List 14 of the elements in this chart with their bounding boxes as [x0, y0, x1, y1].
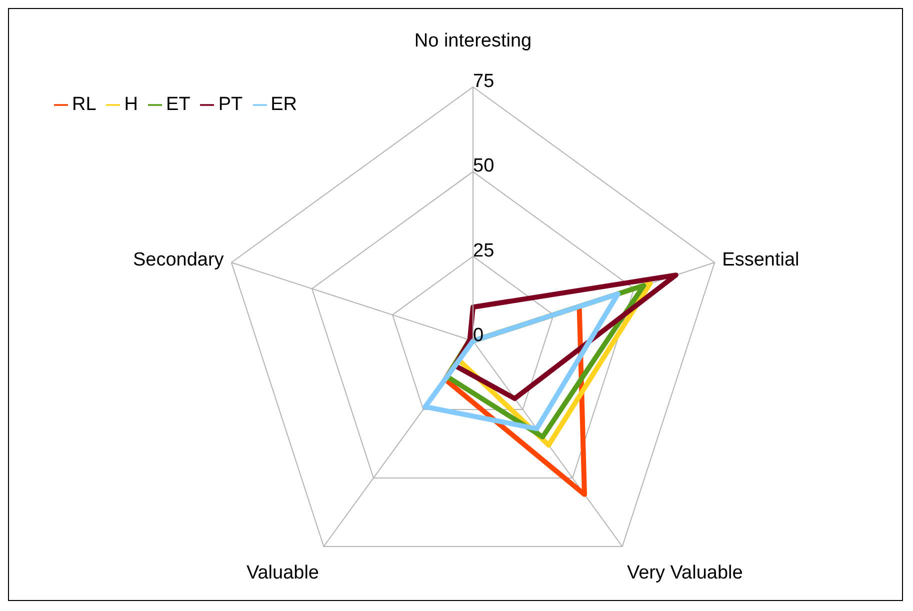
legend-label: ER [270, 94, 297, 115]
y-tick-label: 25 [473, 240, 494, 262]
legend-label: PT [218, 94, 243, 115]
spoke-label: No interesting [414, 30, 532, 52]
y-tick-label: 50 [473, 156, 494, 177]
spoke-label: Essential [722, 250, 800, 271]
legend-label: H [124, 94, 138, 115]
y-tick-label: 0 [473, 325, 484, 346]
spoke-label: Secondary [132, 250, 224, 271]
y-tick-label: 75 [473, 71, 494, 92]
legend-label: RL [72, 94, 96, 115]
spoke-label: Valuable [246, 562, 319, 584]
legend-label: ET [166, 94, 190, 115]
spoke-label: Very Valuable [627, 562, 743, 584]
